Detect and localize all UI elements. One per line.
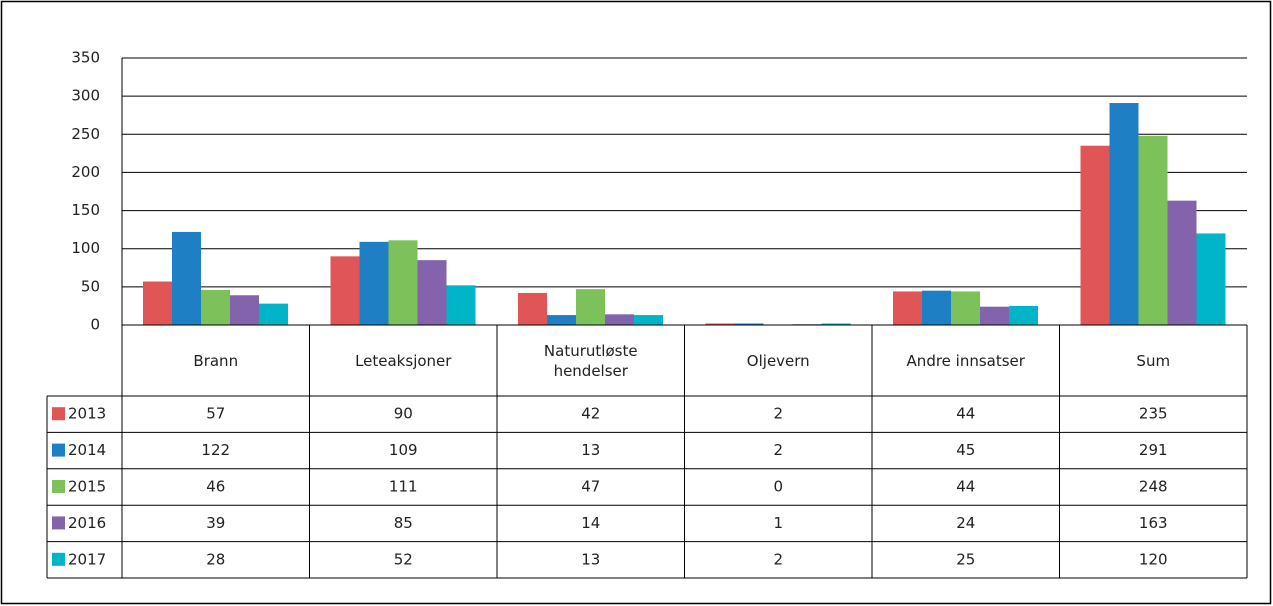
legend-label: 2017 [68,550,106,568]
bar [922,290,951,325]
bar [1196,233,1226,325]
table-value: 235 [1139,405,1168,423]
legend-swatch [52,480,65,493]
bar [201,289,230,325]
category-cell: Andre innsatser [906,351,1025,370]
bar [1009,305,1038,325]
bar [446,285,476,325]
bar [734,323,764,325]
y-tick-label: 100 [71,239,100,257]
bar [388,240,418,325]
bar [980,306,1009,325]
x-tick-label: Oljevern [746,351,810,370]
legend-label: 2015 [68,478,106,496]
bar [1138,135,1168,325]
table-value: 39 [206,514,225,532]
table-value: 57 [206,405,225,423]
x-tick-label: Andre innsatser [906,351,1025,370]
table-value: 28 [206,550,225,568]
table-value: 0 [773,478,783,496]
table-value: 45 [956,441,975,459]
x-tick-label: Leteaksjoner [355,351,452,370]
table-value: 2 [773,441,783,459]
category-cell: Sum [1136,351,1171,370]
table-value: 248 [1139,478,1168,496]
category-cell: Brann [193,351,239,370]
table-value: 13 [581,550,600,568]
table-value: 120 [1139,550,1168,568]
table-value: 25 [956,550,975,568]
table-value: 42 [581,405,600,423]
table-value: 44 [956,405,975,423]
bar [576,289,605,325]
bar [821,323,851,325]
bar [951,291,980,325]
table-value: 44 [956,478,975,496]
bar [143,281,172,325]
bar [359,241,389,325]
table-value: 47 [581,478,600,496]
bar [230,295,259,325]
table-value: 52 [394,550,413,568]
y-tick-label: 50 [81,277,100,295]
bar [172,231,201,325]
table-value: 291 [1139,441,1168,459]
x-tick-label: Sum [1136,351,1171,370]
table-value: 2 [773,550,783,568]
table-value: 111 [389,478,418,496]
table-value: 90 [394,405,413,423]
bar [634,315,663,325]
table-value: 1 [773,514,783,532]
bar [547,315,576,325]
legend-swatch [52,552,65,566]
legend-swatch [52,443,65,457]
legend-label: 2016 [68,514,106,532]
table-value: 2 [773,405,783,423]
bar [518,292,547,325]
bar [705,323,735,325]
bar [1109,103,1139,325]
table-value: 24 [956,514,975,532]
bar [893,291,922,325]
y-tick-label: 0 [90,316,100,334]
table-value: 122 [201,441,230,459]
bar [259,303,288,325]
y-tick-label: 350 [71,49,100,67]
table-value: 109 [389,441,418,459]
y-tick-label: 300 [71,87,100,105]
category-cell: Naturutløste hendelser [543,341,638,380]
y-tick-label: 150 [71,201,100,219]
table-value: 13 [581,441,600,459]
category-cell: Oljevern [746,351,810,370]
x-tick-label: Naturutløste hendelser [543,341,638,380]
bar [417,260,447,325]
legend-label: 2013 [68,405,106,423]
table-value: 14 [581,514,600,532]
x-tick-label: Brann [193,351,239,370]
bar [1080,145,1110,325]
table-value: 163 [1139,514,1168,532]
table-value: 46 [206,478,225,496]
category-cell: Leteaksjoner [355,351,452,370]
bar [605,314,634,325]
legend-swatch [52,516,65,530]
legend-label: 2014 [68,441,106,459]
y-tick-label: 200 [71,163,100,181]
legend-swatch [52,407,65,421]
y-tick-label: 250 [71,125,100,143]
table-value: 85 [394,514,413,532]
bar [330,256,360,325]
bar [1167,200,1197,325]
